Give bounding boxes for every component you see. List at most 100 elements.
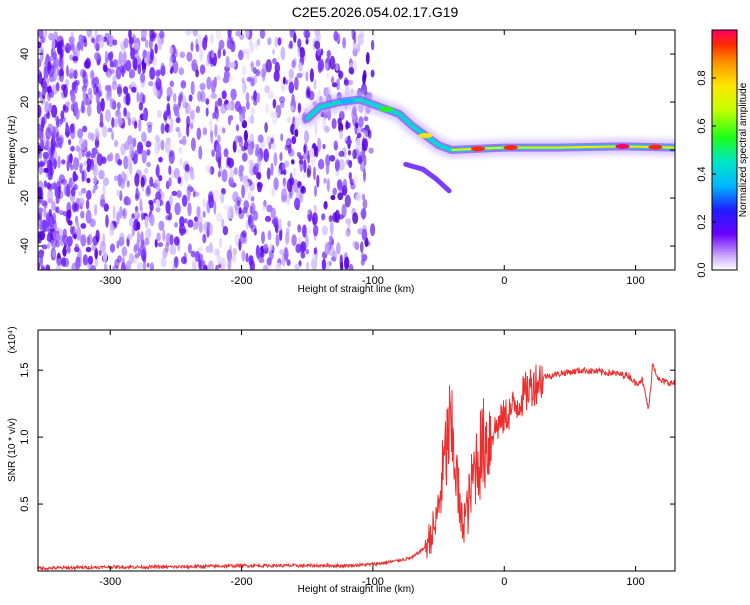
spectrogram-cell (155, 164, 160, 178)
spectrogram-cell (87, 255, 94, 265)
spectrogram-cell (279, 227, 283, 241)
spectrogram-cell (105, 57, 109, 63)
spectrogram-cell (133, 42, 140, 51)
spectrogram-cell (321, 258, 327, 270)
spectrogram-cell (68, 72, 74, 79)
spectrogram-cell (144, 167, 149, 175)
spectrogram-cell (187, 189, 191, 202)
spectrogram-cell (367, 129, 372, 139)
spectrogram-cell (70, 92, 76, 104)
spectrogram-cell (248, 163, 255, 176)
spectrogram-cell (338, 158, 345, 171)
spectrogram-cell (179, 157, 183, 166)
spectrogram-cell (265, 59, 272, 73)
spectrogram-cell (99, 34, 105, 48)
spectrogram-cell (47, 242, 51, 250)
spectrogram-cell (360, 162, 366, 173)
spectrogram-cell (344, 256, 350, 270)
spectrogram-cell (355, 193, 361, 202)
spectrogram-cell (253, 163, 259, 175)
spectrogram-cell (246, 100, 250, 110)
spectrogram-cell (188, 94, 193, 102)
spectrogram-cell (245, 220, 249, 230)
spectrogram-cell (141, 30, 147, 39)
spectrogram-cell (48, 32, 54, 41)
spectrogram-cell (52, 51, 57, 60)
spectrogram-cell (59, 228, 64, 238)
spectrogram-cell (286, 259, 291, 266)
spectrogram-cell (149, 213, 155, 227)
spectrogram-cell (268, 142, 272, 150)
spectrogram-cell (333, 30, 339, 42)
spectrogram-cell (274, 36, 278, 48)
spectrogram-cell (273, 177, 279, 191)
spectrogram-cell (55, 131, 60, 143)
spectrogram-cell (297, 48, 301, 58)
spectrogram-cell (301, 185, 305, 193)
spectrogram-y-tick-label: 20 (19, 96, 31, 108)
spectrogram-cell (169, 46, 174, 55)
spectrogram-cell (134, 253, 140, 259)
spectrogram-cell (55, 82, 60, 92)
spectrogram-cell (169, 244, 177, 256)
spectrogram-cell (175, 126, 181, 133)
spectrogram-cell (263, 247, 269, 255)
spectrogram-cell (218, 237, 223, 249)
spectrogram-cell (286, 116, 291, 123)
spectrogram-cell (332, 212, 338, 223)
spectrogram-cell (168, 194, 173, 206)
spectrogram-cell (122, 209, 126, 217)
spectrogram-cell (211, 149, 216, 157)
spectrogram-cell (370, 39, 375, 51)
spectrogram-cell (39, 49, 44, 62)
spectrogram-cell (83, 60, 90, 69)
spectrogram-cell (86, 150, 92, 157)
spectrogram-cell (352, 149, 357, 160)
spectrogram-cell (304, 129, 307, 144)
spectrogram-cell (279, 96, 286, 104)
spectrogram-cell (169, 117, 174, 129)
spectrogram-cell (289, 30, 295, 38)
spectrogram-cell (186, 103, 191, 114)
spectrogram-cell (107, 127, 113, 133)
spectrogram-cell (195, 205, 202, 218)
spectrogram-cell (122, 51, 127, 65)
spectrogram-cell (234, 233, 240, 246)
spectrogram-cell (241, 184, 246, 199)
snr-x-tick-label: 0 (501, 576, 507, 588)
spectrogram-cell (309, 68, 314, 83)
spectrogram-cell (72, 56, 79, 62)
spectrogram-cell (169, 234, 174, 246)
snr-y-tick-label: 1.0 (19, 429, 31, 444)
signal-hotspot (418, 133, 433, 139)
spectrogram-cell (123, 37, 129, 49)
spectrogram-cell (96, 86, 99, 93)
spectrogram-cell (198, 222, 203, 234)
spectrogram-cell (289, 40, 293, 49)
spectrogram-cell (157, 137, 161, 151)
spectrogram-cell (125, 59, 132, 72)
spectrogram-cell (303, 144, 307, 154)
colorbar-label: Normalized spectral amplitude (738, 82, 749, 217)
colorbar-tick-label: 0.8 (696, 70, 708, 85)
spectrogram-cell (280, 133, 284, 142)
spectrogram-cell (109, 52, 113, 63)
spectrogram-cell (178, 67, 185, 76)
snr-background (38, 330, 675, 571)
spectrogram-cell (243, 181, 250, 189)
spectrogram-cell (147, 124, 152, 134)
spectrogram-cell (302, 224, 307, 238)
spectrogram-cell (103, 262, 108, 270)
spectrogram-cell (80, 38, 84, 52)
spectrogram-cell (43, 205, 47, 219)
spectrogram-cell (112, 265, 119, 270)
spectrogram-cell (184, 164, 190, 173)
spectrogram-cell (210, 50, 215, 59)
spectrogram-cell (156, 75, 160, 83)
spectrogram-cell (243, 130, 248, 142)
spectrogram-x-tick-label: -200 (231, 275, 253, 287)
spectrogram-cell (229, 115, 234, 121)
spectrogram-cell (358, 116, 364, 128)
spectrogram-cell (287, 220, 291, 228)
spectrogram-cell (195, 43, 200, 53)
